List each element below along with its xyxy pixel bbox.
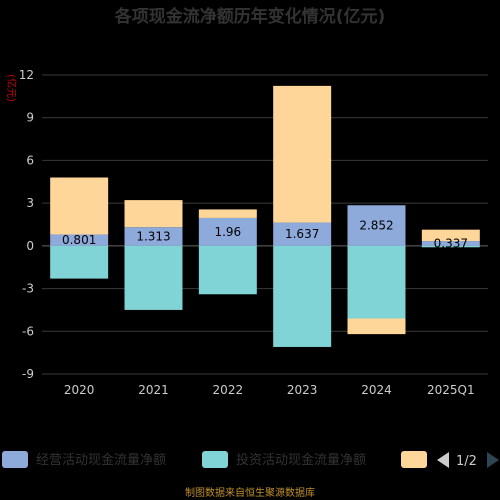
bar-series3-2024: [347, 318, 406, 335]
bar-series3-2025Q1: [421, 229, 480, 242]
y-tick-label: 3: [26, 196, 34, 210]
y-tick-label: 12: [19, 68, 34, 82]
bar-series2-2023: [273, 245, 332, 347]
x-tick-label: 2021: [138, 383, 169, 397]
data-label: 0.801: [62, 233, 96, 247]
bar-series3-2021: [124, 200, 183, 228]
x-tick-label: 2020: [64, 383, 95, 397]
x-tick-label: 2024: [361, 383, 392, 397]
grid-lines: [42, 74, 488, 375]
bar-series3-2020: [50, 177, 109, 235]
data-labels: 0.801 1.313 1.96 1.637 2.852 0.337: [62, 219, 468, 251]
footer-source: 制图数据来自恒生聚源数据库: [185, 486, 315, 499]
data-label: 0.337: [434, 236, 468, 250]
bar-series1-2022: [198, 217, 257, 246]
legend-next-icon[interactable]: [487, 452, 499, 468]
y-axis: -9 -6 -3 0 3 6 9 12: [19, 68, 34, 381]
bar-series1-2025Q1: [421, 241, 480, 246]
bar-series1-2020: [50, 234, 109, 246]
legend-page-indicator: 1/2: [456, 454, 477, 469]
legend-prev-icon[interactable]: [437, 452, 449, 468]
bar-series1-2021: [124, 227, 183, 246]
legend-swatch-third[interactable]: [401, 451, 427, 468]
data-label: 1.313: [136, 230, 170, 244]
bar-series2-2022: [198, 245, 257, 295]
bars: [50, 85, 480, 347]
x-axis: 2020 2021 2022 2023 2024 2025Q1: [64, 383, 475, 397]
y-tick-label: 9: [26, 111, 34, 125]
bar-series2-2025Q1: [421, 245, 480, 248]
data-label: 1.96: [214, 225, 241, 239]
x-tick-label: 2022: [213, 383, 244, 397]
bar-series2-2021: [124, 245, 183, 310]
y-tick-label: -6: [22, 324, 34, 338]
legend: 经营活动现金流量净额 投资活动现金流量净额 1/2: [2, 451, 499, 469]
x-tick-label: 2023: [287, 383, 318, 397]
bar-series3-2023: [273, 85, 332, 223]
bar-series2-2024: [347, 245, 406, 319]
y-tick-label: 0: [26, 239, 34, 253]
legend-swatch-investing[interactable]: [202, 451, 228, 468]
bar-series2-2020: [50, 245, 109, 279]
x-tick-label: 2025Q1: [427, 383, 475, 397]
legend-label-investing[interactable]: 投资活动现金流量净额: [236, 452, 366, 468]
data-label: 1.637: [285, 227, 319, 241]
unit-label: (亿元): [5, 74, 18, 102]
bar-series3-2022: [198, 209, 257, 218]
legend-label-operating[interactable]: 经营活动现金流量净额: [36, 452, 166, 468]
legend-swatch-operating[interactable]: [2, 451, 28, 468]
bar-series1-2024: [347, 205, 406, 246]
chart-title: 各项现金流净额历年变化情况(亿元): [114, 6, 386, 27]
y-tick-label: -3: [22, 282, 34, 296]
bar-series1-2023: [273, 222, 332, 246]
y-tick-label: 6: [26, 153, 34, 167]
y-tick-label: -9: [22, 367, 34, 381]
data-label: 2.852: [359, 219, 393, 233]
